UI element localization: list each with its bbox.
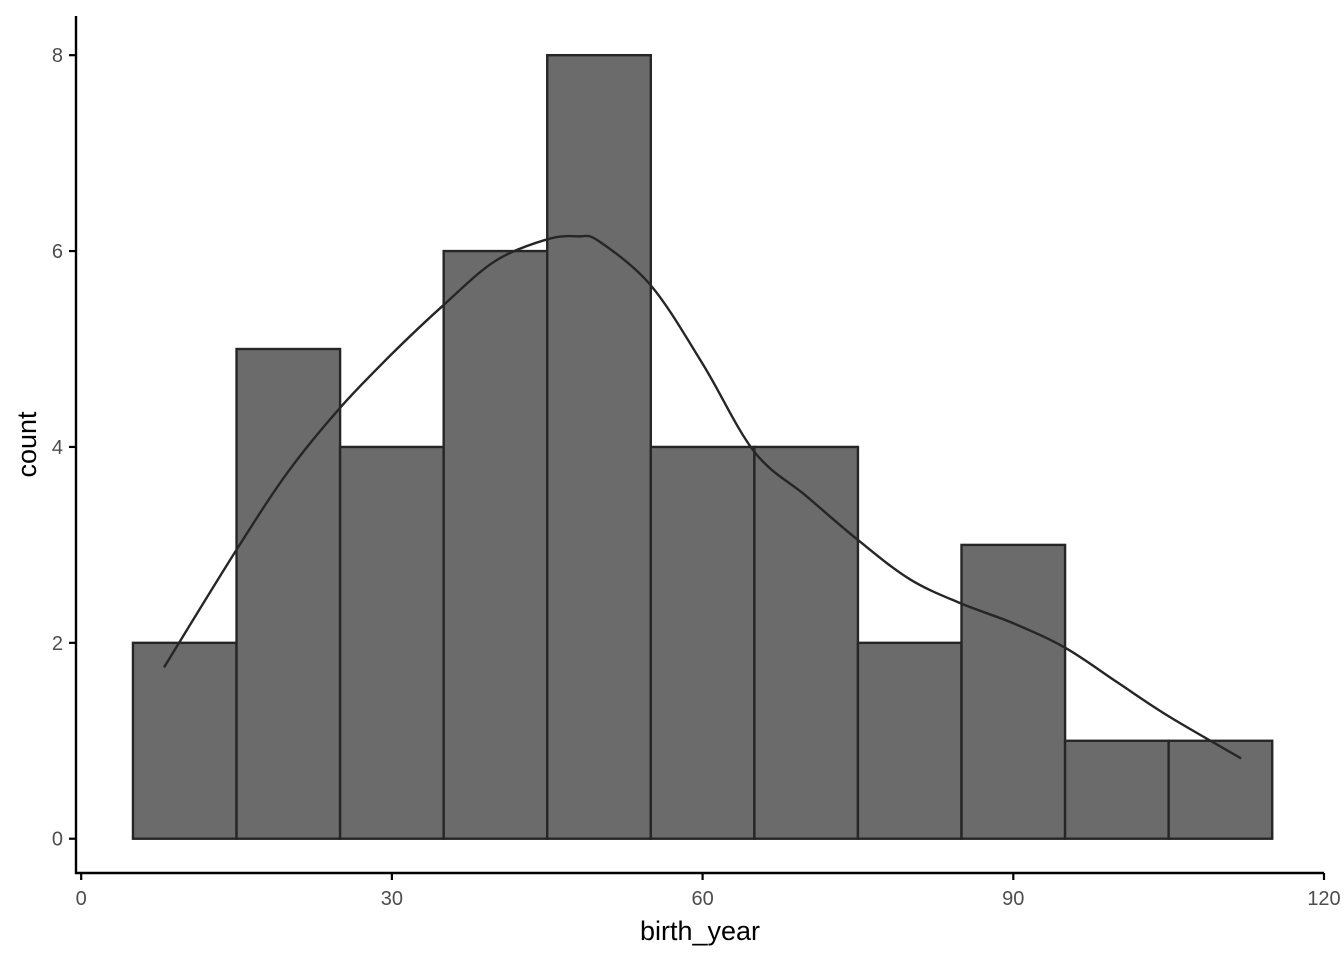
- y-tick-label-2: 2: [52, 633, 63, 655]
- density-curve-group: [163, 234, 1242, 760]
- histogram-bar-1: [235, 347, 342, 840]
- histogram-bar-8: [960, 543, 1067, 840]
- histogram-bar-10: [1167, 739, 1274, 840]
- x-axis-title: birth_year: [640, 916, 760, 946]
- y-tick-label-6: 6: [52, 241, 63, 263]
- y-axis-title: count: [12, 411, 42, 478]
- histogram-bar-4: [546, 53, 653, 840]
- histogram-bar-3: [442, 249, 549, 840]
- x-tick-label-90: 90: [1002, 888, 1024, 910]
- x-tick-label-30: 30: [381, 888, 403, 910]
- bars-group: [131, 53, 1274, 840]
- histogram-bar-5: [649, 445, 756, 840]
- x-tick-label-0: 0: [76, 888, 87, 910]
- x-ticks-group: 0 30 60 90 120: [76, 873, 1341, 910]
- axes-group: [74, 16, 1324, 875]
- y-tick-label-0: 0: [52, 829, 63, 851]
- histogram-bar-6: [753, 445, 860, 840]
- density-curve: [163, 234, 1242, 760]
- histogram-bar-2: [338, 445, 445, 840]
- x-tick-label-60: 60: [691, 888, 713, 910]
- histogram-bar-9: [1063, 739, 1170, 840]
- y-tick-label-4: 4: [52, 437, 63, 459]
- y-tick-label-8: 8: [52, 45, 63, 67]
- x-tick-label-120: 120: [1307, 888, 1340, 910]
- histogram-bar-0: [131, 641, 238, 840]
- y-ticks-group: 0 2 4 6 8: [52, 45, 76, 851]
- histogram-bar-7: [856, 641, 963, 840]
